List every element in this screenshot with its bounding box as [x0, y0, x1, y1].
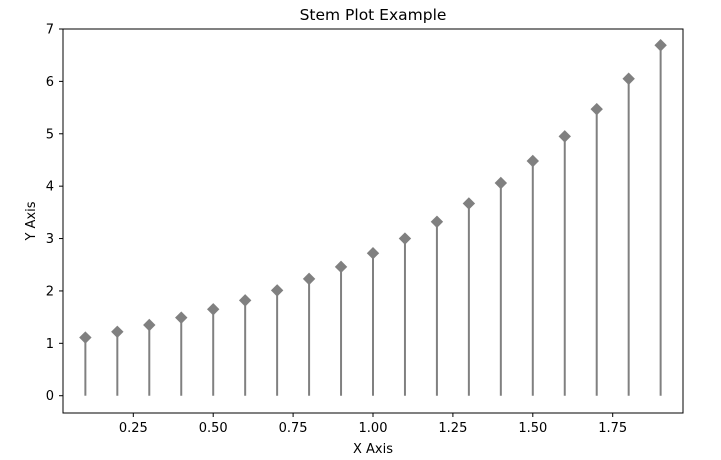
x-tick-label: 1.75	[598, 421, 627, 436]
x-tick-label: 0.50	[199, 421, 228, 436]
x-tick-label: 1.50	[518, 421, 547, 436]
x-axis-label: X Axis	[353, 442, 393, 457]
y-tick-label: 5	[46, 127, 54, 142]
y-tick-label: 1	[46, 337, 54, 352]
stem-marker	[79, 331, 92, 344]
stem-marker	[143, 318, 156, 332]
x-tick-label: 0.25	[119, 421, 148, 436]
stem-marker	[622, 72, 635, 85]
stem-marker	[398, 232, 412, 245]
x-axis-ticks: 0.25 0.50 0.75 1.00 1.25 1.50 1.75	[119, 413, 627, 436]
stem-marker	[175, 311, 188, 324]
y-tick-label: 7	[46, 23, 54, 38]
y-axis-label: Y Axis	[24, 201, 39, 241]
stem-marker	[654, 39, 667, 52]
chart-title: Stem Plot Example	[300, 6, 447, 24]
y-tick-label: 2	[46, 284, 54, 299]
y-tick-label: 0	[46, 389, 54, 404]
stem-marker	[526, 154, 540, 168]
stem-marker	[366, 247, 380, 260]
stem-marker	[206, 303, 220, 316]
stem-marker	[462, 197, 476, 210]
x-tick-label: 0.75	[279, 421, 308, 436]
stem-marker	[430, 215, 444, 228]
x-tick-label: 1.25	[438, 421, 467, 436]
y-tick-label: 4	[46, 180, 54, 195]
stem-marker	[494, 176, 508, 190]
stem-marker	[238, 294, 252, 307]
y-tick-label: 6	[46, 75, 54, 90]
y-tick-label: 3	[46, 232, 54, 247]
x-tick-label: 1.00	[359, 421, 388, 436]
stem-marker	[334, 260, 348, 274]
stem-marker	[590, 102, 603, 116]
stem-marker	[302, 272, 316, 286]
stem-marker	[111, 325, 124, 339]
plot-area	[79, 39, 667, 396]
y-axis-ticks: 0 1 2 3 4 5 6 7	[46, 23, 63, 404]
stem-marker	[558, 130, 571, 143]
stem-marker	[270, 284, 284, 297]
